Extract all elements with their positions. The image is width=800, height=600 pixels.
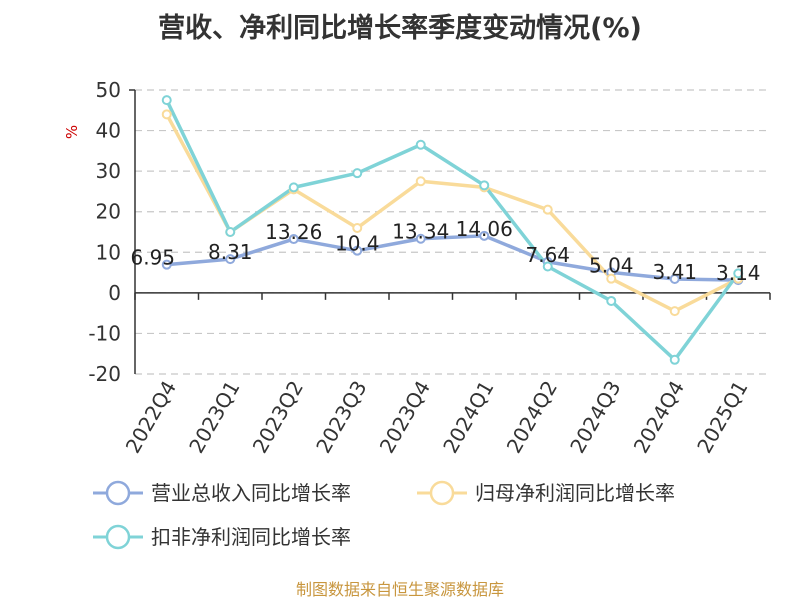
- data-point: [669, 274, 680, 285]
- legend-swatch-marker: [105, 524, 131, 550]
- data-point: [225, 227, 236, 237]
- data-point: [161, 109, 172, 120]
- y-tick-label: -10: [88, 321, 121, 345]
- x-tick-label: 2022Q4: [121, 377, 181, 458]
- data-point: [415, 139, 426, 150]
- legend-swatch-marker: [429, 480, 455, 506]
- data-point: [669, 354, 680, 365]
- y-tick-label: 50: [96, 78, 121, 102]
- y-tick-label: 40: [96, 119, 121, 143]
- y-tick-label: 30: [96, 159, 121, 183]
- data-point: [606, 295, 617, 306]
- data-label: 6.95: [130, 246, 175, 270]
- data-label: 7.64: [525, 243, 570, 267]
- chart-title: 营收、净利同比增长率季度变动情况(%): [158, 13, 642, 44]
- series-lines: [161, 95, 744, 365]
- data-label: 3.14: [716, 261, 761, 285]
- data-label: 8.31: [208, 240, 253, 264]
- data-point: [479, 230, 490, 241]
- data-point: [288, 234, 299, 245]
- data-point: [415, 233, 426, 244]
- legend-label: 扣非净利润同比增长率: [151, 525, 351, 549]
- x-tick-label: 2024Q4: [629, 377, 689, 458]
- data-point: [542, 204, 553, 215]
- x-tick-label: 2024Q3: [565, 377, 625, 458]
- data-point: [669, 306, 680, 317]
- legend-label: 归母净利润同比增长率: [475, 481, 675, 505]
- data-label: 13.26: [265, 220, 322, 244]
- data-point: [352, 222, 363, 233]
- series-line: [166, 234, 739, 282]
- data-point: [288, 182, 299, 193]
- data-label: 13.34: [392, 220, 449, 244]
- y-tick-label: -20: [88, 362, 121, 386]
- data-label: 10.4: [335, 232, 380, 256]
- x-tick-label: 2023Q2: [248, 377, 308, 458]
- y-axis-unit: %: [63, 125, 81, 139]
- data-point: [161, 259, 172, 270]
- data-point: [352, 245, 363, 256]
- y-tick-label: 10: [96, 240, 121, 264]
- data-label: 14.06: [456, 217, 513, 241]
- data-point: [542, 261, 553, 272]
- x-tick-label: 2023Q4: [375, 377, 435, 458]
- legend-swatch-marker: [105, 480, 131, 506]
- y-tick-label: 0: [108, 281, 121, 305]
- x-tick-label: 2024Q2: [502, 377, 562, 458]
- x-tick-label: 2024Q1: [438, 377, 498, 458]
- data-label: 3.41: [652, 260, 697, 284]
- x-tick-label: 2025Q1: [692, 377, 752, 458]
- data-point: [225, 254, 236, 265]
- data-point: [606, 273, 617, 284]
- data-point: [415, 176, 426, 187]
- data-point: [161, 95, 172, 106]
- x-tick-label: 2023Q3: [311, 377, 371, 458]
- x-tick-label: 2023Q1: [184, 377, 244, 458]
- y-tick-label: 20: [96, 200, 121, 224]
- series-line: [165, 99, 740, 362]
- source-footer: 制图数据来自恒生聚源数据库: [295, 580, 504, 599]
- data-label: 5.04: [589, 253, 634, 277]
- data-point: [479, 180, 490, 191]
- data-labels: 6.95 8.31 13.26 10.4 13.34 14.06 7.64 5.04 3.41 3…: [130, 217, 760, 285]
- legend-label: 营业总收入同比增长率: [151, 481, 351, 505]
- data-point: [352, 168, 363, 179]
- data-point: [733, 268, 744, 279]
